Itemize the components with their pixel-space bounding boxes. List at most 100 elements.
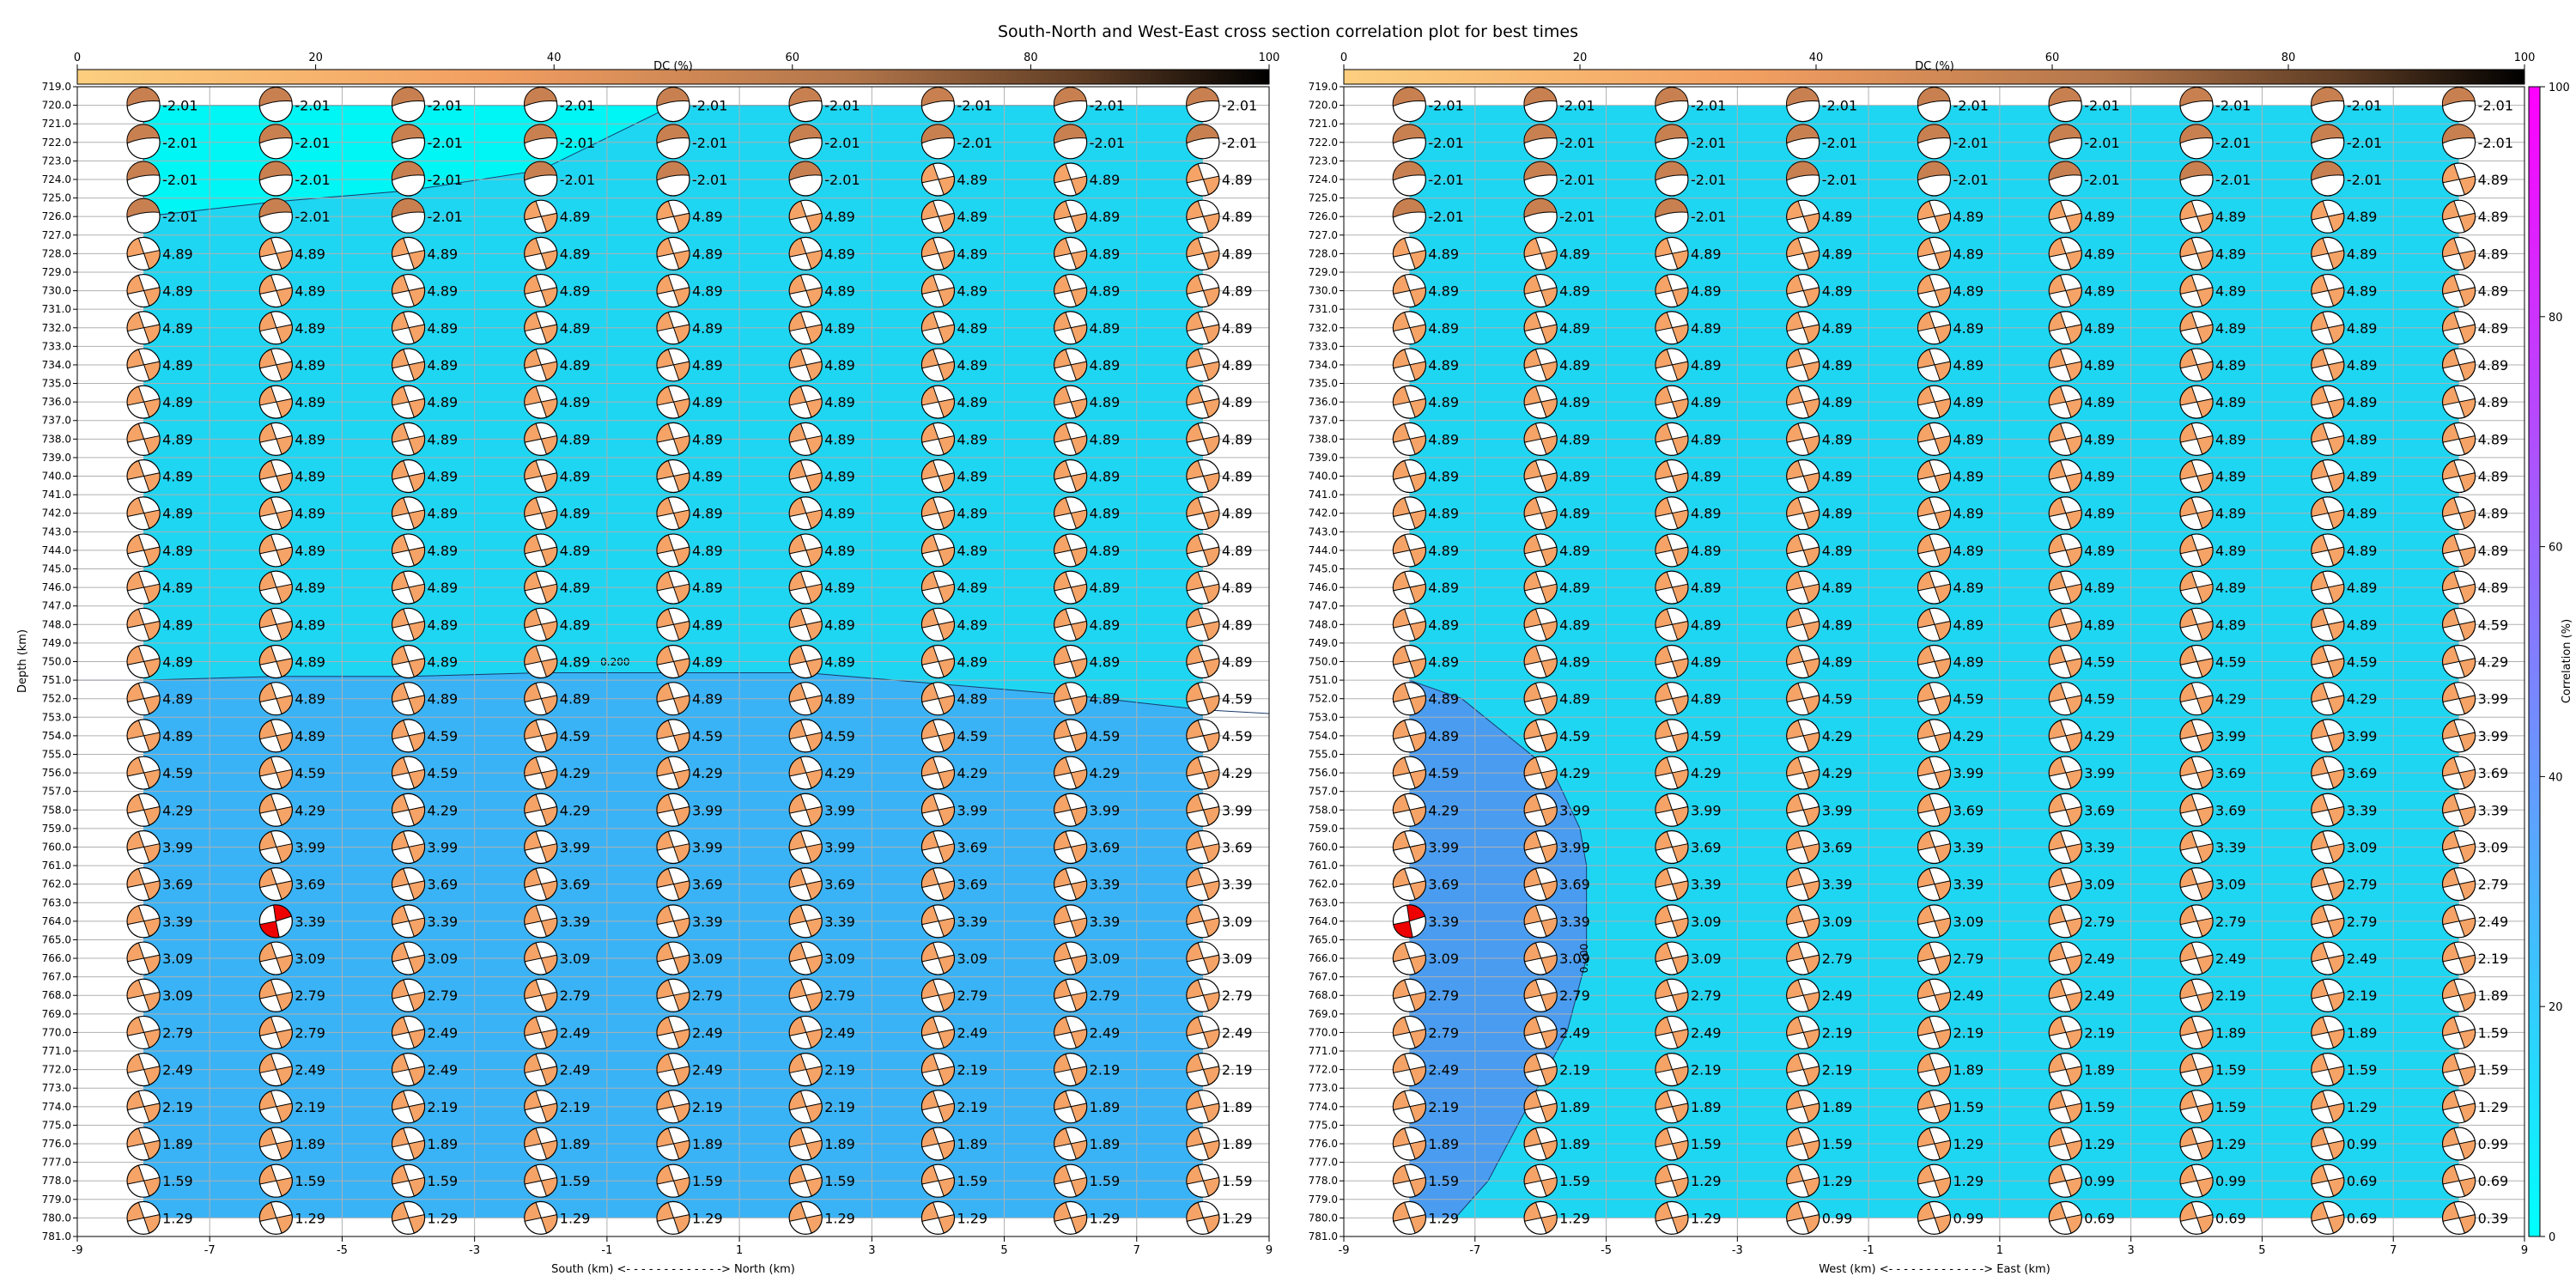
y-tick-label: 780.0 — [42, 1212, 71, 1224]
y-tick-label: 742.0 — [42, 507, 71, 519]
magnitude-label: 3.09 — [824, 951, 855, 967]
y-tick-label: 773.0 — [42, 1082, 71, 1094]
beachball — [2179, 607, 2214, 641]
correlation-tick-label: 20 — [2549, 1001, 2563, 1014]
magnitude-label: 4.89 — [1822, 394, 1853, 410]
magnitude-label: 4.89 — [1953, 654, 1984, 671]
magnitude-label: 3.39 — [2347, 802, 2378, 818]
beachball — [258, 829, 293, 865]
beachball — [2179, 496, 2214, 531]
magnitude-label: 1.89 — [560, 1136, 591, 1152]
magnitude-label: 4.89 — [957, 580, 987, 596]
beachball — [656, 1015, 690, 1050]
beachball — [1186, 385, 1220, 419]
magnitude-label: 4.89 — [1953, 209, 1984, 225]
magnitude-label: -2.01 — [2084, 135, 2119, 151]
magnitude-label: -2.01 — [2084, 172, 2119, 188]
y-tick-label: 735.0 — [1309, 378, 1338, 390]
magnitude-label: 4.89 — [2084, 246, 2115, 262]
y-tick-label: 736.0 — [1309, 396, 1338, 408]
beachball — [656, 682, 690, 716]
magnitude-label: 4.89 — [1090, 320, 1121, 337]
beachball — [1392, 459, 1426, 494]
beachball — [2311, 978, 2345, 1012]
magnitude-label: 4.89 — [692, 209, 723, 225]
beachball — [788, 1015, 823, 1050]
beachball — [1054, 422, 1088, 456]
y-tick-label: 770.0 — [42, 1026, 71, 1038]
beachball — [126, 1127, 161, 1161]
beachball — [1392, 941, 1426, 975]
magnitude-label: 4.89 — [162, 431, 193, 447]
magnitude-label: 2.79 — [1822, 951, 1853, 967]
magnitude-label: 4.89 — [560, 246, 591, 262]
y-tick-label: 776.0 — [1309, 1138, 1338, 1150]
beachball — [788, 1127, 823, 1161]
y-tick-label: 742.0 — [1309, 507, 1338, 519]
magnitude-label: 2.49 — [1559, 1024, 1590, 1041]
magnitude-label: 1.29 — [1953, 1173, 1984, 1189]
beachball — [1186, 348, 1220, 382]
beachball — [2442, 533, 2476, 568]
magnitude-label: 4.89 — [1559, 617, 1590, 633]
beachball — [524, 199, 558, 234]
beachball — [2048, 1200, 2082, 1236]
magnitude-label: 2.19 — [1953, 1024, 1984, 1041]
y-axis-label: Depth (km) — [16, 629, 29, 693]
magnitude-label: -2.01 — [1691, 172, 1726, 188]
beachball — [788, 161, 823, 197]
magnitude-label: 4.59 — [1090, 728, 1121, 744]
magnitude-label: 4.89 — [1953, 246, 1984, 262]
magnitude-label: 4.89 — [1691, 543, 1722, 559]
beachball — [656, 87, 690, 123]
beachball — [1392, 385, 1426, 419]
magnitude-label: 1.29 — [1953, 1136, 1984, 1152]
beachball — [1523, 422, 1558, 456]
magnitude-label: 3.99 — [692, 802, 723, 818]
beachball — [1917, 1200, 1952, 1236]
beachball — [2048, 1163, 2082, 1198]
beachball — [2311, 422, 2345, 456]
magnitude-label: 4.89 — [162, 543, 193, 559]
magnitude-label: 4.89 — [692, 580, 723, 596]
beachball — [656, 1053, 690, 1087]
magnitude-label: -2.01 — [162, 98, 197, 114]
beachball — [2179, 941, 2214, 975]
beachball — [1917, 236, 1952, 270]
dc-tick-label: 100 — [1259, 52, 1280, 64]
magnitude-label: 4.29 — [1953, 728, 1984, 744]
magnitude-label: 4.89 — [560, 320, 591, 337]
beachball — [1917, 533, 1952, 568]
magnitude-label: 4.89 — [1559, 283, 1590, 300]
magnitude-label: 2.79 — [2347, 914, 2378, 930]
beachball — [920, 348, 956, 382]
beachball — [2179, 1053, 2214, 1087]
magnitude-label: 4.89 — [824, 580, 855, 596]
beachball — [258, 1090, 293, 1124]
magnitude-label: 1.29 — [1559, 1210, 1590, 1226]
beachball — [1655, 644, 1689, 679]
magnitude-label: 4.89 — [1822, 580, 1853, 596]
beachball — [1054, 1053, 1088, 1087]
beachball — [391, 793, 426, 827]
y-tick-label: 776.0 — [42, 1138, 71, 1150]
magnitude-label: 3.69 — [1822, 839, 1853, 855]
y-tick-label: 751.0 — [42, 674, 71, 686]
y-tick-label: 779.0 — [42, 1194, 71, 1206]
magnitude-label: 3.99 — [1428, 839, 1459, 855]
magnitude-label: 4.89 — [692, 691, 723, 708]
magnitude-label: -2.01 — [560, 135, 595, 151]
x-tick-label: 3 — [868, 1244, 875, 1257]
beachball — [1054, 1163, 1088, 1198]
beachball — [656, 756, 690, 790]
beachball — [2442, 607, 2476, 641]
magnitude-label: 4.89 — [428, 246, 459, 262]
magnitude-label: -2.01 — [162, 172, 197, 188]
beachball — [1054, 311, 1088, 345]
magnitude-label: 2.79 — [295, 987, 325, 1004]
magnitude-label: 2.49 — [2084, 987, 2115, 1004]
dc-tick-label: 0 — [1340, 52, 1347, 64]
y-tick-label: 732.0 — [42, 322, 71, 334]
magnitude-label: 1.59 — [692, 1173, 723, 1189]
beachball — [2311, 533, 2345, 568]
